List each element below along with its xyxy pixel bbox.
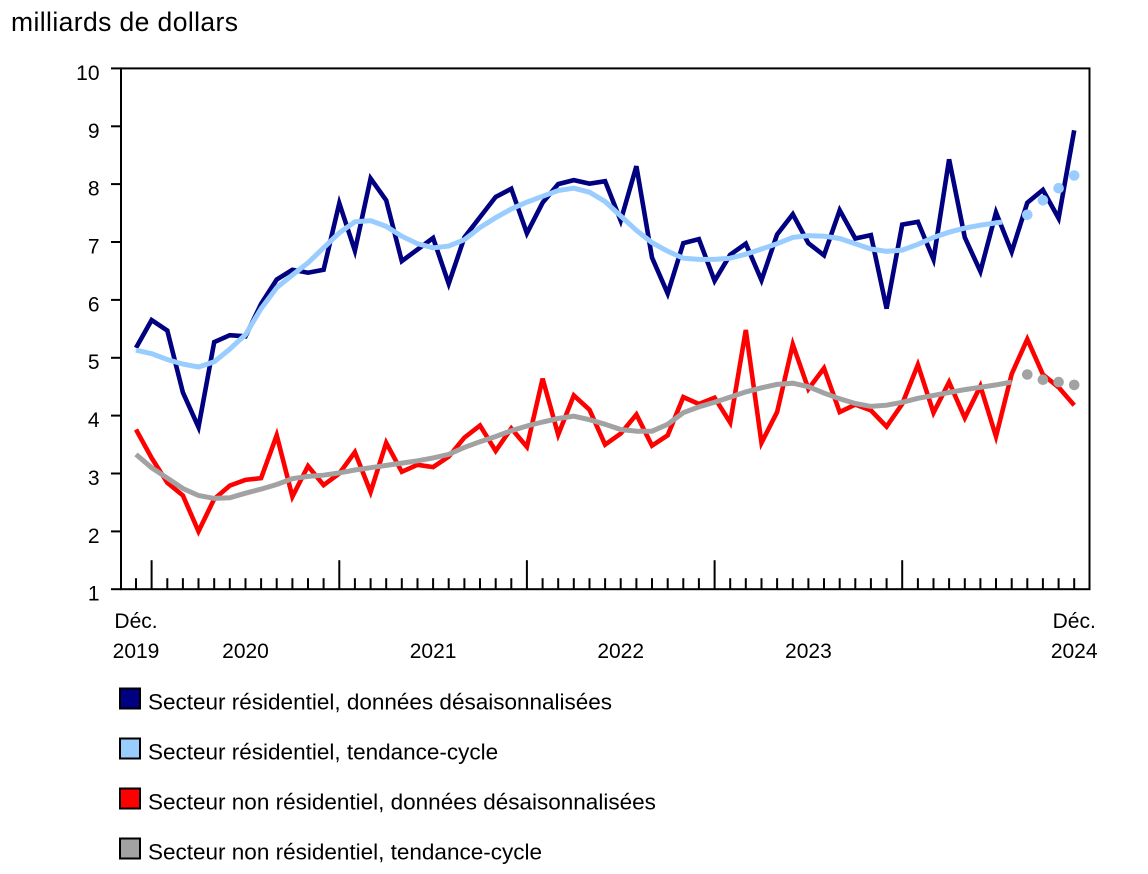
svg-text:2022: 2022 [597, 640, 644, 663]
svg-text:2023: 2023 [785, 640, 832, 663]
svg-text:6: 6 [88, 293, 100, 316]
svg-text:Déc.: Déc. [1053, 610, 1096, 633]
svg-text:2021: 2021 [410, 640, 457, 663]
svg-text:Secteur non résidentiel, donné: Secteur non résidentiel, données désaiso… [148, 789, 656, 814]
svg-text:Secteur résidentiel, tendance-: Secteur résidentiel, tendance-cycle [148, 739, 498, 764]
svg-text:Secteur non résidentiel, tenda: Secteur non résidentiel, tendance-cycle [148, 839, 542, 864]
svg-text:8: 8 [88, 178, 100, 201]
svg-text:5: 5 [88, 351, 100, 374]
svg-text:1: 1 [88, 583, 100, 606]
svg-text:10: 10 [76, 62, 99, 85]
svg-text:4: 4 [88, 409, 100, 432]
svg-text:Secteur résidentiel, données d: Secteur résidentiel, données désaisonnal… [148, 689, 612, 714]
svg-text:2019: 2019 [113, 640, 160, 663]
svg-text:2: 2 [88, 525, 100, 548]
svg-text:milliards de dollars: milliards de dollars [11, 7, 238, 37]
svg-text:2024: 2024 [1051, 640, 1098, 663]
svg-text:3: 3 [88, 467, 100, 490]
svg-text:Déc.: Déc. [114, 610, 157, 633]
svg-text:9: 9 [88, 120, 100, 143]
svg-text:7: 7 [88, 236, 100, 259]
svg-text:2020: 2020 [222, 640, 269, 663]
